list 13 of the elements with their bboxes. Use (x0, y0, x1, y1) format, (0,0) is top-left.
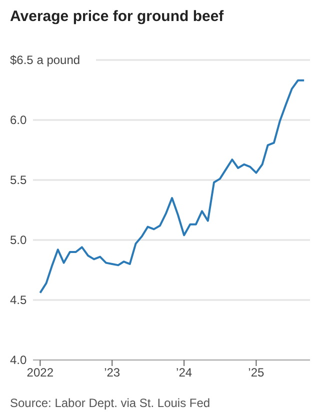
y-tick-label: 5.0 (10, 233, 28, 247)
x-tick-label: ’23 (104, 366, 120, 380)
chart-title: Average price for ground beef (10, 8, 224, 25)
line-series (39, 79, 306, 294)
x-tick-label: ’25 (248, 366, 265, 380)
y-tick-label: 4.5 (10, 293, 28, 307)
y-tick-label: 6.0 (10, 113, 28, 127)
y-tick-label: $6.5 a pound (10, 53, 80, 67)
x-tick-label: ’24 (176, 366, 192, 380)
x-tick-label: 2022 (26, 366, 54, 380)
y-tick-label: 4.0 (10, 353, 28, 367)
y-tick-label: 5.5 (10, 173, 28, 187)
source-note: Source: Labor Dept. via St. Louis Fed (10, 396, 210, 410)
